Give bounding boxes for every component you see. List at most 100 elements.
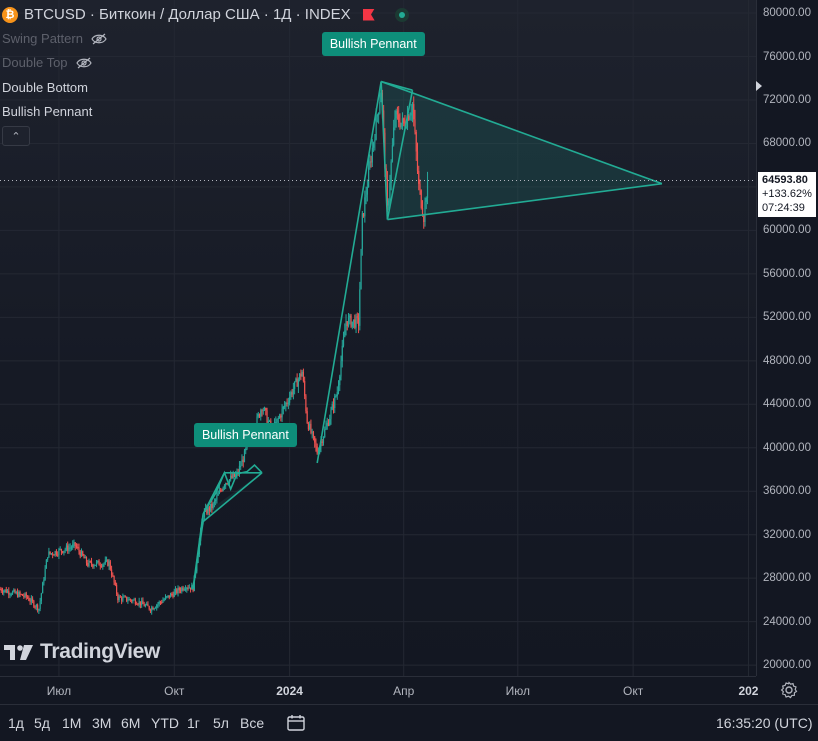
candle-body: [302, 371, 305, 381]
range-button-ytd[interactable]: YTD: [151, 715, 179, 731]
candle-body: [11, 591, 14, 595]
candle-body: [258, 414, 261, 417]
range-button-1d[interactable]: 1д: [8, 715, 24, 731]
candle-body: [146, 603, 148, 606]
candle-body: [282, 406, 284, 410]
indicator-bullish-pennant[interactable]: Bullish Pennant: [2, 104, 92, 119]
symbol-header[interactable]: ₿ BTCUSD · Биткоин / Доллар США · 1Д · I…: [2, 6, 409, 23]
candle-body: [59, 549, 61, 551]
candle-body: [352, 319, 355, 322]
candle-body: [370, 161, 372, 163]
price-tick-label: 72000.00: [763, 93, 811, 106]
calendar-icon[interactable]: [286, 714, 306, 732]
range-button-5y[interactable]: 5л: [213, 715, 229, 731]
price-axis[interactable]: 80000.0076000.0072000.0068000.0064000.00…: [756, 0, 818, 676]
candle-body: [360, 249, 362, 290]
eye-off-icon[interactable]: [75, 57, 92, 69]
candle-body: [127, 600, 129, 602]
range-button-6m[interactable]: 6M: [121, 715, 141, 731]
range-button-3m[interactable]: 3M: [92, 715, 112, 731]
candle-body: [325, 426, 327, 430]
time-tick-label: Апр: [393, 684, 415, 698]
range-button-5d[interactable]: 5д: [34, 715, 50, 731]
candle-body: [245, 448, 247, 451]
candle-body: [306, 411, 308, 424]
candle-body: [115, 584, 118, 594]
tradingview-logo[interactable]: TradingView: [4, 640, 160, 664]
candle-body: [55, 551, 58, 555]
indicator-label: Swing Pattern: [2, 31, 83, 46]
candle-body: [385, 168, 387, 180]
symbol-title[interactable]: BTCUSD · Биткоин / Доллар США · 1Д · IND…: [24, 6, 351, 23]
candle-body: [226, 483, 228, 485]
gear-icon[interactable]: [780, 681, 798, 699]
candle-body: [189, 587, 192, 590]
eye-off-icon[interactable]: [91, 33, 107, 45]
candle-body: [426, 180, 429, 198]
chart-area[interactable]: ₿ BTCUSD · Биткоин / Доллар США · 1Д · I…: [0, 0, 756, 676]
candle-body: [225, 483, 227, 486]
range-button-1m[interactable]: 1M: [62, 715, 82, 731]
axis-alert-marker[interactable]: [756, 81, 762, 91]
indicator-double-top[interactable]: Double Top: [2, 55, 92, 70]
candle-body: [74, 542, 76, 547]
range-button-all[interactable]: Все: [240, 715, 265, 731]
candle-body: [6, 590, 9, 593]
candle-body: [395, 110, 397, 119]
candle-body: [60, 549, 63, 552]
indicator-swing-pattern[interactable]: Swing Pattern: [2, 31, 107, 46]
candle-body: [314, 436, 316, 443]
candle-body: [141, 600, 143, 606]
candle-body: [389, 182, 391, 201]
price-tick-label: 52000.00: [763, 311, 811, 324]
candle-body: [80, 551, 83, 557]
bar-countdown: 07:24:39: [762, 202, 805, 215]
candle-body: [386, 179, 389, 206]
candle-body: [321, 441, 323, 443]
candle-body: [117, 593, 119, 601]
candle-body: [212, 503, 214, 508]
candle-body: [291, 392, 293, 395]
range-button-1y[interactable]: 1г: [187, 715, 200, 731]
candle-body: [122, 597, 124, 601]
candle-body: [95, 561, 98, 565]
candle-body: [371, 147, 373, 163]
candle-body: [340, 361, 342, 377]
candle-body: [149, 609, 152, 612]
candle-body: [287, 402, 289, 404]
candle-body: [171, 593, 173, 595]
candle-body: [53, 554, 55, 556]
pattern-label-bullish-pennant-2[interactable]: Bullish Pennant: [321, 31, 425, 56]
pattern-line: [380, 80, 663, 185]
candle-body: [210, 503, 212, 511]
candle-body: [374, 139, 376, 143]
candle-body: [30, 598, 32, 602]
candle-body: [103, 563, 105, 565]
candle-body: [256, 416, 258, 429]
collapse-indicators-button[interactable]: ⌃: [2, 126, 30, 146]
candle-body: [206, 508, 208, 514]
candle-body: [409, 115, 411, 120]
candle-body: [52, 553, 54, 555]
candle-body: [126, 596, 128, 601]
candle-body: [44, 568, 46, 580]
time-axis[interactable]: Июл Окт 2024 Апр Июл Окт 202: [0, 676, 758, 705]
market-status-icon[interactable]: [394, 7, 409, 22]
utc-clock[interactable]: 16:35:20 (UTC): [716, 715, 813, 731]
candle-body: [379, 102, 381, 113]
candle-body: [388, 200, 390, 206]
indicator-double-bottom[interactable]: Double Bottom: [2, 80, 88, 95]
bottom-toolbar: 1д 5д 1M 3M 6M YTD 1г 5л Все 16:35:20 (U…: [0, 704, 818, 741]
candle-body: [337, 385, 340, 393]
candle-body: [414, 119, 416, 132]
flag-icon[interactable]: [362, 8, 375, 21]
candle-body: [31, 598, 34, 602]
candle-body: [277, 417, 279, 419]
pattern-label-bullish-pennant-1[interactable]: Bullish Pennant: [193, 422, 297, 447]
pennant-fill: [381, 81, 662, 220]
candle-body: [364, 197, 366, 217]
candle-body: [286, 402, 288, 404]
price-chart[interactable]: [0, 0, 756, 676]
candle-body: [186, 587, 188, 590]
bitcoin-icon: ₿: [2, 6, 18, 23]
